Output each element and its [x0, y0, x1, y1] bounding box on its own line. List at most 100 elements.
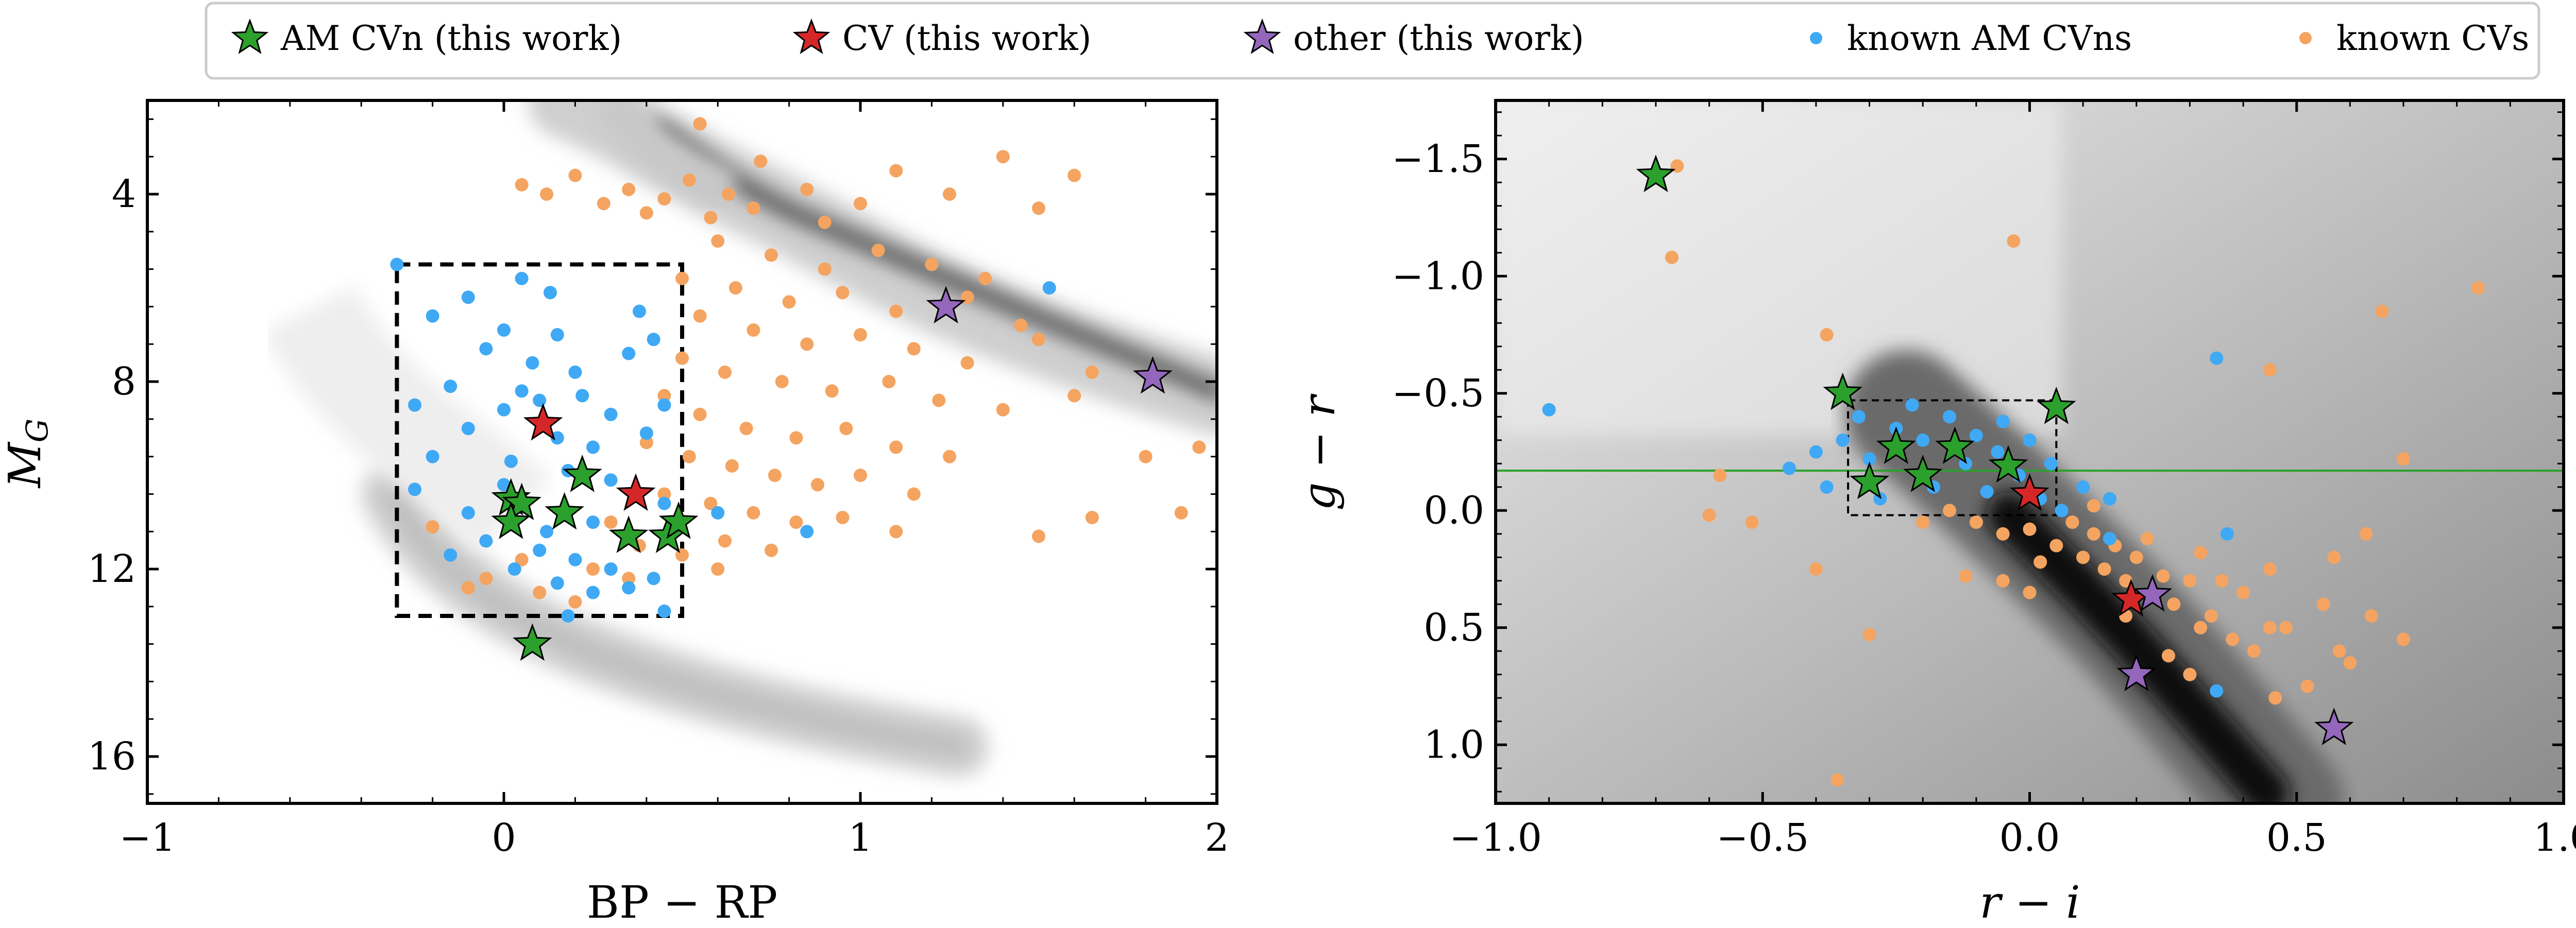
- dot-point: [1067, 389, 1081, 403]
- dot-point: [854, 469, 867, 482]
- legend-label: AM CVn (this work): [280, 19, 622, 58]
- dot-point: [497, 323, 511, 337]
- dot-point: [1032, 333, 1045, 347]
- dot-point: [497, 403, 511, 417]
- left-selection-box: [395, 262, 684, 618]
- dot-point: [1943, 504, 1957, 518]
- dot-point: [765, 543, 778, 557]
- dot-point: [747, 506, 760, 520]
- dot-point: [996, 150, 1010, 164]
- dot-point: [2033, 555, 2047, 569]
- star-point: [1935, 426, 1975, 464]
- dot-point: [782, 295, 796, 309]
- dot-point: [540, 525, 554, 539]
- dot-point: [836, 286, 850, 300]
- dot-point: [632, 304, 646, 318]
- legend-dot-icon: [2299, 32, 2312, 44]
- dot-point: [1969, 428, 1983, 442]
- dot-point: [747, 201, 760, 215]
- dot-point: [426, 309, 439, 323]
- dot-point: [2359, 527, 2373, 541]
- dot-point: [2055, 504, 2069, 518]
- dot-point: [825, 384, 839, 398]
- dot-point: [704, 211, 718, 225]
- left-plot-frame: [146, 99, 1218, 805]
- dot-point: [882, 375, 896, 388]
- dot-point: [550, 576, 564, 590]
- dot-point: [540, 187, 554, 201]
- x-tick-label: 0.5: [2266, 816, 2327, 860]
- dot-point: [1032, 529, 1045, 543]
- star-point: [2010, 473, 2049, 511]
- dot-point: [889, 440, 903, 454]
- right-axis-ticks: −1.0 −0.5 0.0 0.5 1.0 −1.5 −1.0 −0.5 0.0 0.5 1.0: [1392, 100, 2576, 860]
- dot-point: [907, 342, 921, 356]
- dot-point: [426, 520, 439, 534]
- dot-point: [693, 309, 707, 323]
- left-data-points: [390, 117, 1206, 661]
- dot-point: [657, 487, 671, 501]
- x-tick-label: 1: [848, 816, 872, 860]
- dot-point: [1996, 574, 2010, 588]
- dot-point: [747, 323, 760, 337]
- star-point: [1133, 356, 1173, 394]
- dot-point: [1139, 450, 1153, 463]
- dot-point: [871, 244, 885, 257]
- dot-point: [533, 393, 547, 407]
- star-point: [502, 483, 541, 521]
- dot-point: [693, 407, 707, 421]
- legend-item-other-this-work: other (this work): [1243, 18, 1584, 58]
- dot-point: [721, 187, 735, 201]
- star-point: [1903, 454, 1943, 492]
- left-faint-locus: [263, 285, 552, 552]
- dot-point: [408, 483, 421, 496]
- dot-point: [568, 553, 582, 566]
- dot-point: [800, 337, 814, 351]
- dot-point: [1836, 433, 1850, 447]
- dot-point: [2343, 656, 2357, 669]
- dot-point: [639, 206, 653, 220]
- star-point: [1850, 461, 1889, 500]
- dot-point: [2167, 597, 2181, 611]
- dot-point: [2247, 644, 2261, 658]
- dot-point: [1745, 515, 1759, 529]
- dot-point: [800, 182, 814, 196]
- series-other-this-work: [926, 286, 1173, 394]
- dot-point: [479, 342, 493, 356]
- dot-point: [725, 459, 739, 473]
- dot-point: [622, 572, 636, 586]
- dot-point: [1916, 515, 1930, 529]
- dot-point: [444, 548, 457, 562]
- dot-point: [2049, 539, 2063, 553]
- dot-point: [1042, 281, 1056, 295]
- dot-point: [932, 393, 946, 407]
- dot-point: [2236, 586, 2250, 599]
- dot-point: [943, 450, 956, 463]
- dot-point: [515, 271, 529, 285]
- star-point: [2314, 708, 2354, 745]
- dot-point: [1542, 403, 1556, 417]
- dot-point: [1174, 506, 1188, 520]
- dot-point: [925, 257, 939, 271]
- dot-point: [854, 197, 867, 211]
- dot-point: [561, 609, 575, 623]
- dot-point: [2215, 574, 2229, 588]
- y-tick-label: −1.5: [1392, 137, 1484, 181]
- dot-point: [960, 356, 974, 370]
- dot-point: [604, 407, 618, 421]
- star-point: [658, 501, 699, 539]
- dot-point: [2023, 433, 2037, 447]
- dot-point: [839, 422, 853, 435]
- right-x-axis-label: r − i: [1979, 877, 2080, 928]
- legend-label: other (this work): [1293, 19, 1584, 58]
- dot-point: [461, 422, 475, 435]
- dot-point: [800, 525, 814, 539]
- dot-point: [693, 117, 707, 131]
- y-tick-label: −1.0: [1392, 254, 1484, 298]
- legend-item-am-cvn-this-work: AM CVn (this work): [231, 18, 622, 58]
- series-known-am-cvns: [390, 257, 1056, 623]
- dot-point: [2263, 621, 2277, 634]
- x-tick-label: −1: [119, 816, 175, 860]
- star-point: [523, 403, 563, 441]
